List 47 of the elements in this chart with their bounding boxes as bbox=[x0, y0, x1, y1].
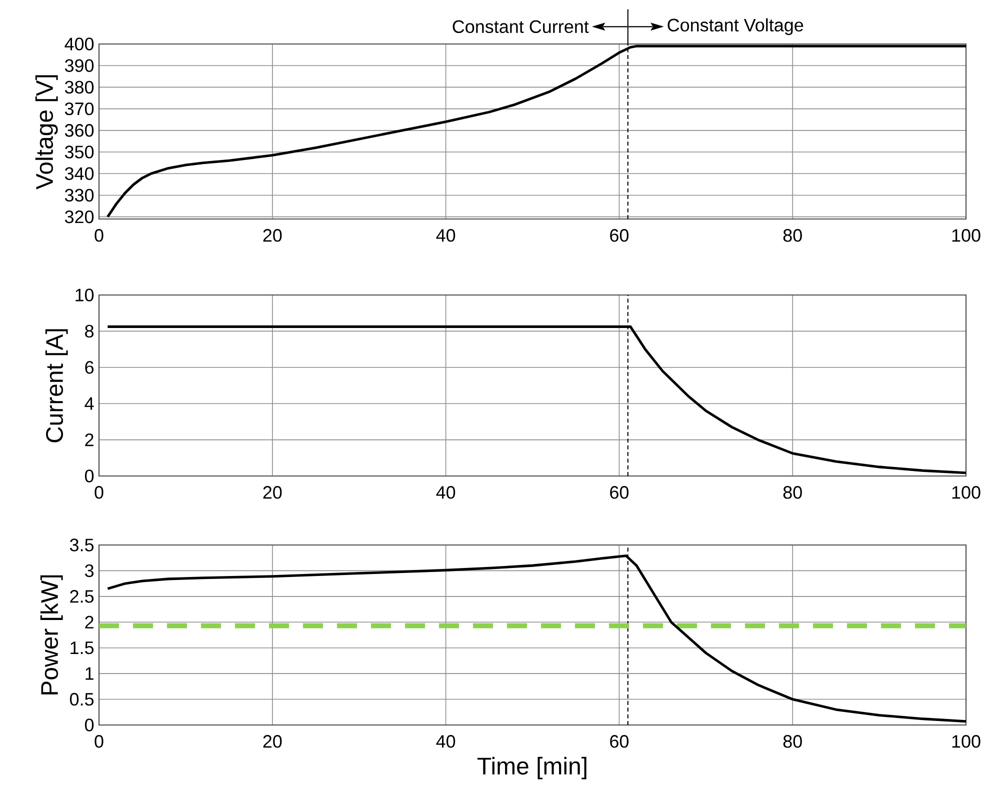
text: Constant Current bbox=[452, 20, 589, 34]
y-tick-label: 8 bbox=[85, 324, 94, 338]
y-tick-label: 340 bbox=[64, 167, 94, 180]
y-axis-title: Voltage [V] bbox=[35, 75, 58, 190]
x-tick-label: 20 bbox=[263, 486, 282, 499]
y-tick-label: 3 bbox=[84, 564, 94, 578]
x-tick-label: 20 bbox=[263, 229, 282, 242]
y-axis-title: Current [A] bbox=[45, 329, 68, 442]
y-tick-label: 370 bbox=[64, 102, 94, 116]
y-tick-label: 390 bbox=[64, 59, 94, 72]
x-tick-label: 80 bbox=[783, 229, 802, 242]
y-tick-label: 0.5 bbox=[70, 692, 94, 706]
y-tick-label: 1 bbox=[86, 667, 94, 680]
y-tick-label: 0 bbox=[84, 470, 94, 482]
x-tick-label: 0 bbox=[94, 229, 104, 242]
y-tick-label: 4 bbox=[84, 397, 94, 410]
y-tick-label: 2 bbox=[85, 616, 94, 628]
x-tick-label: 80 bbox=[783, 486, 802, 499]
y-tick-label: 6 bbox=[85, 361, 94, 374]
y-tick-label: 0 bbox=[84, 718, 94, 732]
y-tick-label: 350 bbox=[64, 146, 94, 158]
x-tick-label: 0 bbox=[94, 735, 104, 748]
y-tick-label: 320 bbox=[64, 210, 94, 224]
y-tick-label: 1.5 bbox=[70, 642, 94, 654]
y-tick-label: 330 bbox=[64, 188, 94, 202]
x-tick-label: 100 bbox=[952, 229, 980, 242]
y-tick-label: 360 bbox=[64, 124, 94, 137]
y-tick-label: 2 bbox=[85, 434, 94, 446]
y-tick-label: 400 bbox=[64, 38, 94, 50]
y-tick-label: 10 bbox=[76, 288, 94, 302]
x-tick-label: 40 bbox=[436, 486, 456, 499]
text: Constant Voltage bbox=[668, 18, 804, 36]
x-tick-label: 60 bbox=[610, 229, 629, 242]
y-tick-label: 380 bbox=[64, 80, 94, 94]
x-tick-label: 0 bbox=[94, 486, 104, 499]
x-tick-label: 100 bbox=[952, 735, 980, 748]
x-axis-title: Time [min] bbox=[477, 756, 586, 780]
x-tick-label: 60 bbox=[610, 735, 629, 748]
x-tick-label: 20 bbox=[263, 735, 282, 748]
x-tick-label: 40 bbox=[436, 229, 456, 242]
x-tick-label: 40 bbox=[436, 735, 456, 748]
x-tick-label: 60 bbox=[610, 486, 629, 499]
y-tick-label: 3.5 bbox=[70, 538, 94, 552]
y-tick-label: 2.5 bbox=[70, 590, 94, 603]
x-tick-label: 80 bbox=[783, 735, 802, 748]
y-axis-title: Power [kW] bbox=[40, 575, 63, 694]
x-tick-label: 100 bbox=[952, 486, 980, 499]
